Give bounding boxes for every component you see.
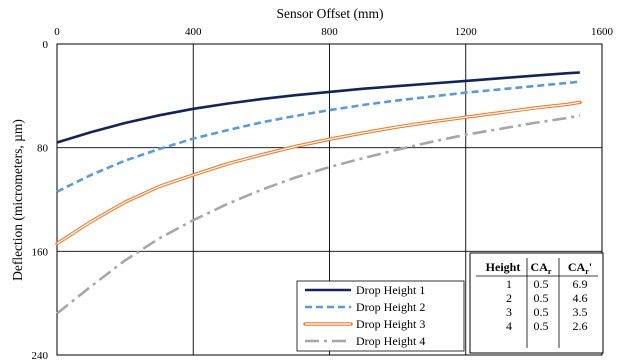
x-tick-label: 0 — [54, 26, 60, 38]
x-tick-labels: 0 400 800 1200 1600 — [54, 26, 613, 38]
table-cell: 0.5 — [534, 291, 549, 305]
coefficient-table: Height CAr CAr' 1 0.5 6.9 2 0.5 4.6 3 0.5 3.5 4 0.5 2.… — [469, 252, 604, 354]
y-tick-label: 160 — [32, 246, 49, 258]
table-cell: 3 — [506, 305, 512, 319]
table-cell: 0.5 — [534, 305, 549, 319]
x-tick-label: 1600 — [591, 26, 614, 38]
y-axis-title: Deflection (micrometers, µm) — [10, 119, 25, 281]
series-line-3-inner — [56, 101, 580, 245]
y-tick-label: 0 — [43, 39, 49, 51]
x-axis-title: Sensor Offset (mm) — [277, 6, 384, 21]
y-tick-labels: 0 80 160 240 — [32, 39, 49, 362]
legend-label: Drop Height 3 — [356, 317, 425, 331]
y-tick-label: 80 — [37, 143, 49, 155]
table-cell: 4 — [506, 319, 512, 333]
table-cell: 0.5 — [534, 319, 549, 333]
series-line-4 — [56, 114, 581, 315]
series-line-2 — [56, 80, 581, 193]
table-cell: 3.5 — [573, 305, 588, 319]
series-line-3 — [55, 100, 582, 246]
table-header: Height — [486, 260, 521, 274]
table-cell: 0.5 — [534, 277, 549, 291]
x-tick-label: 800 — [321, 26, 338, 38]
plot-lines — [55, 71, 582, 315]
table-cell: 6.9 — [573, 277, 588, 291]
series-line-1 — [56, 71, 580, 144]
grid — [56, 43, 603, 356]
x-tick-label: 400 — [185, 26, 202, 38]
table-cell: 1 — [506, 277, 512, 291]
table-box — [469, 252, 604, 354]
legend-label: Drop Height 2 — [356, 300, 425, 314]
legend-label: Drop Height 4 — [356, 334, 425, 348]
table-cell: 2 — [506, 291, 512, 305]
legend-box — [296, 280, 465, 352]
legend: Drop Height 1 Drop Height 2 Drop Height 3 D… — [296, 280, 465, 352]
x-tick-label: 1200 — [455, 26, 478, 38]
y-tick-label: 240 — [32, 350, 49, 362]
table-header: CAr — [531, 260, 552, 276]
table-cell: 4.6 — [573, 291, 588, 305]
table-cell: 2.6 — [573, 319, 588, 333]
legend-label: Drop Height 1 — [356, 283, 425, 297]
table-header: CAr' — [568, 260, 592, 276]
